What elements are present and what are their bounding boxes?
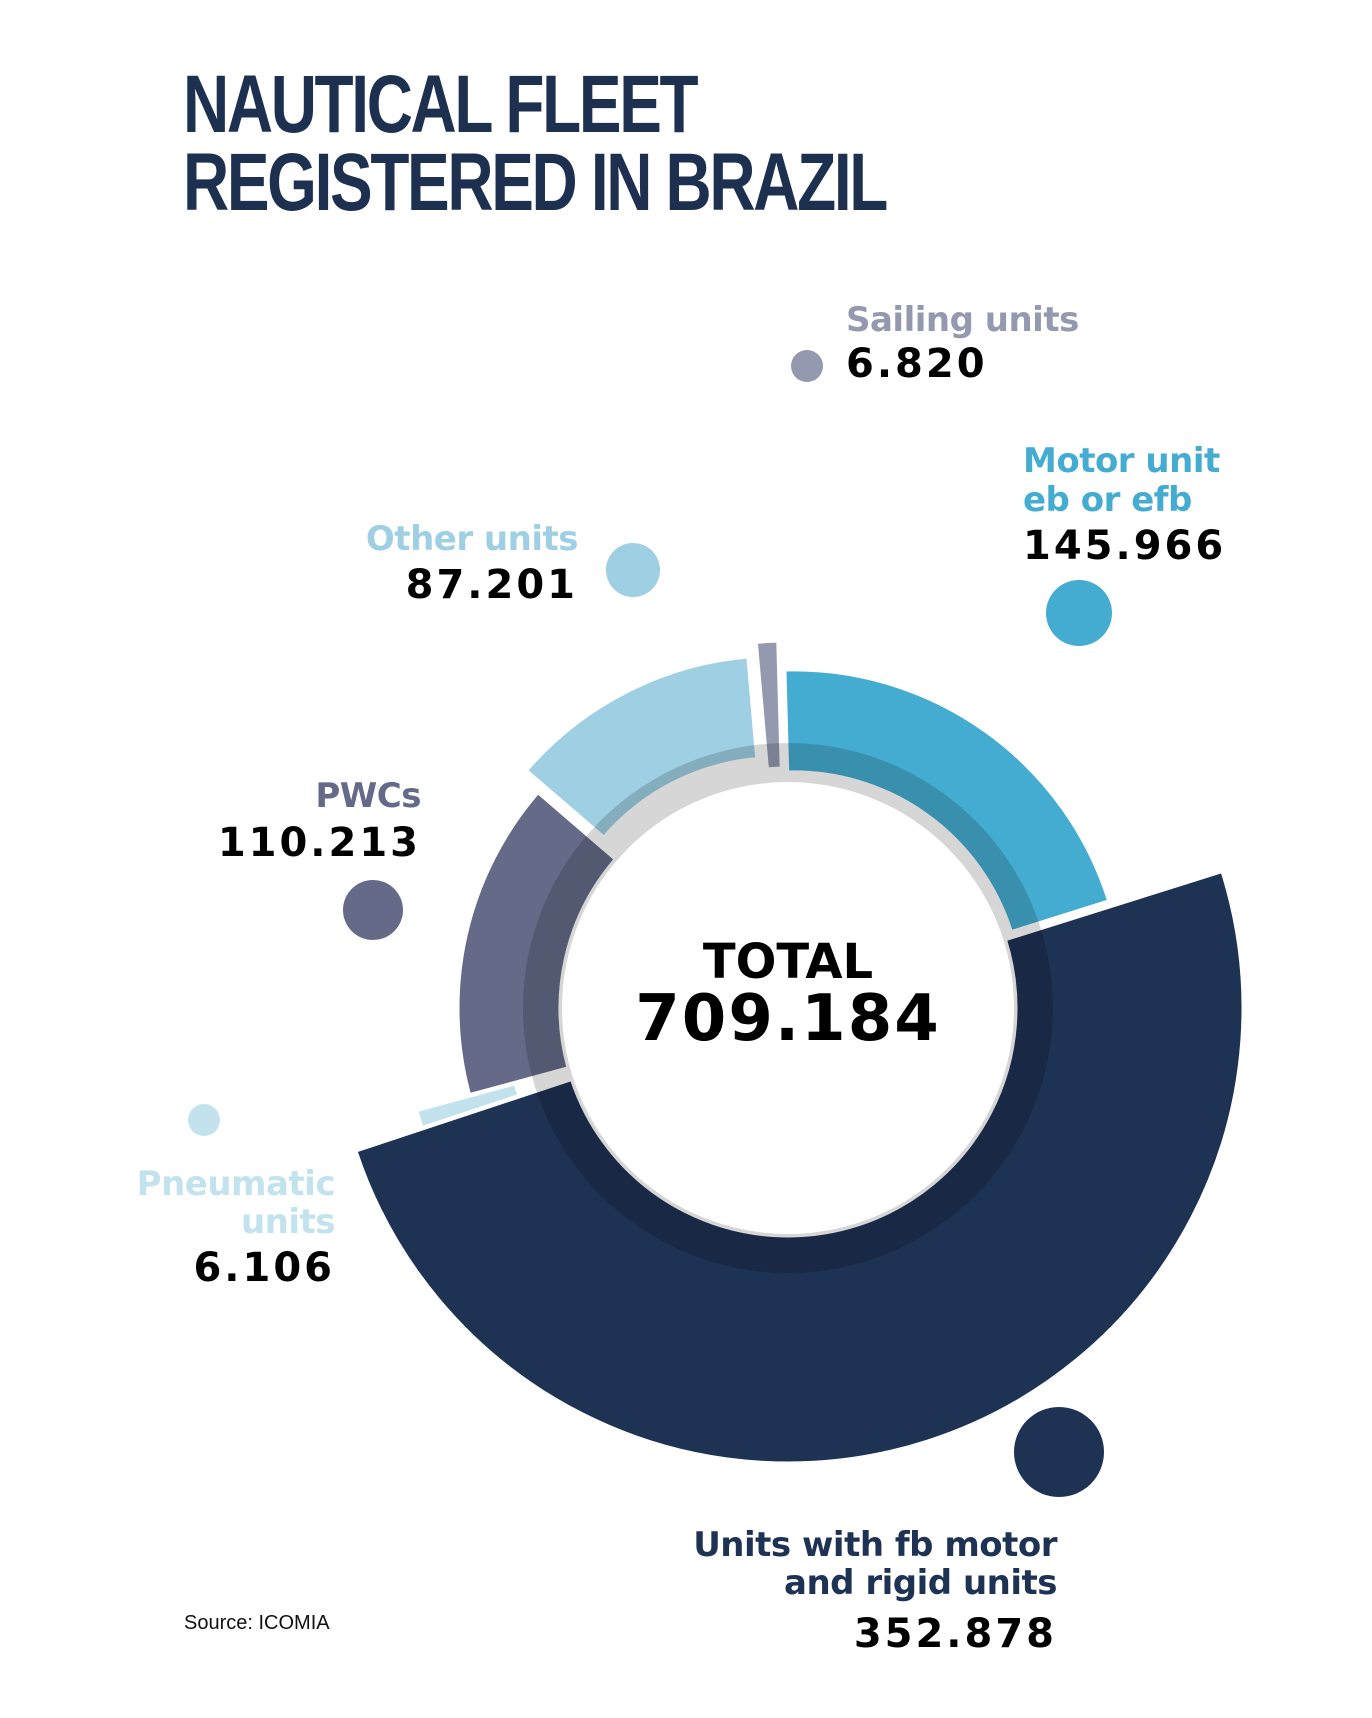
slice-marker-dot: [1014, 1407, 1104, 1497]
slice-marker-dot: [188, 1104, 220, 1136]
donut-slice: [754, 639, 783, 771]
center-total-value: 709.184: [635, 982, 941, 1056]
chart-title-line-1: NAUTICAL FLEET: [183, 59, 699, 150]
slice-value-label: 6.820: [846, 341, 988, 387]
donut-slice: [456, 790, 618, 1097]
slice-name-label: Motor unit: [1023, 441, 1220, 481]
slice-marker-dot: [791, 350, 823, 382]
donut-slice: [783, 668, 1111, 934]
slice-value-label: 352.878: [854, 1611, 1057, 1657]
slice-value-label: 6.106: [193, 1245, 335, 1291]
slice-marker-dot: [606, 543, 660, 597]
slice-name-label: Other units: [366, 519, 578, 559]
donut-slice: [524, 655, 759, 840]
center-disc-group: [523, 743, 1053, 1273]
source-note: Source: ICOMIA: [184, 1612, 330, 1634]
chart-title-line-2: REGISTERED IN BRAZIL: [183, 137, 888, 228]
donut-slice: [354, 869, 1245, 1465]
center-total-label: TOTAL: [703, 934, 873, 990]
donut-slice: [415, 1081, 521, 1130]
slice-name-label: PWCs: [315, 776, 421, 816]
slice-marker-dot: [1046, 580, 1112, 646]
slice-name-label: eb or efb: [1023, 480, 1192, 520]
chart-title: NAUTICAL FLEET REGISTERED IN BRAZIL: [183, 59, 888, 228]
slice-marker-dot: [343, 880, 403, 940]
slice-name-label: units: [241, 1202, 335, 1242]
slice-name-label: and rigid units: [784, 1563, 1057, 1603]
slice-name-label: Pneumatic: [137, 1164, 335, 1204]
slice-value-label: 87.201: [406, 562, 578, 608]
slices-group: [354, 639, 1245, 1465]
slice-name-label: Sailing units: [846, 300, 1079, 340]
center-disc: [562, 782, 1014, 1234]
slice-value-label: 145.966: [1023, 523, 1226, 569]
slice-value-label: 110.213: [218, 820, 421, 866]
slice-name-label: Units with fb motor: [693, 1525, 1058, 1565]
